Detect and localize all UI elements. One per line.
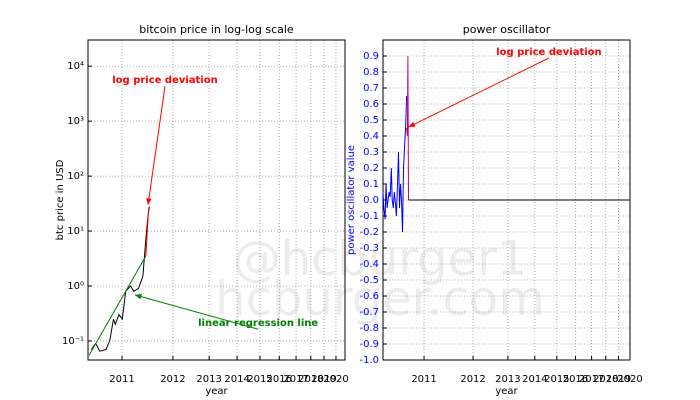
y-tick-label: 10¹ — [67, 226, 84, 237]
plot-frame — [87, 39, 346, 361]
watermark: @hcburger1 — [233, 231, 528, 287]
y-axis-label: btc price in USD — [55, 159, 66, 240]
x-tick-label: 2012 — [160, 374, 185, 385]
x-tick-label: 2011 — [109, 374, 134, 385]
y-tick-label: -0.1 — [359, 211, 379, 222]
y-tick-label: 0.7 — [363, 83, 379, 94]
y-tick-label: -0.9 — [359, 339, 379, 350]
annotation: log price deviation — [496, 47, 601, 58]
x-tick-label: 2018 — [298, 374, 323, 385]
y-tick-label: 10⁴ — [67, 61, 84, 72]
x-tick-label: 2017 — [283, 374, 308, 385]
x-tick-label: 2011 — [411, 374, 436, 385]
chart-title: power oscillator — [463, 23, 551, 36]
x-tick-label: 2014 — [522, 374, 547, 385]
annotation: log price deviation — [112, 75, 217, 86]
data-line — [88, 255, 147, 356]
arrow-head — [134, 294, 142, 300]
x-tick-label: 2016 — [267, 374, 292, 385]
y-tick-label: -0.4 — [359, 259, 379, 270]
y-axis-label: power oscillator value — [346, 145, 357, 255]
y-tick-label: 0.8 — [363, 67, 379, 78]
x-tick-label: 2020 — [617, 374, 642, 385]
x-tick-label: 2014 — [224, 374, 249, 385]
x-tick-label: 2019 — [606, 374, 631, 385]
arrow-head — [408, 121, 416, 128]
y-tick-label: -0.5 — [359, 275, 379, 286]
y-tick-label: -0.7 — [359, 307, 379, 318]
y-tick-label: -0.3 — [359, 243, 379, 254]
y-tick-label: 10⁻¹ — [62, 336, 84, 347]
y-tick-label: -0.8 — [359, 323, 379, 334]
y-tick-label: 0.6 — [363, 99, 379, 110]
y-tick-label: 10² — [67, 171, 84, 182]
x-tick-label: 2015 — [544, 374, 569, 385]
y-tick-label: 10³ — [67, 116, 84, 127]
chart-title: bitcoin price in log-log scale — [139, 23, 294, 36]
annotation-arrow — [408, 57, 550, 128]
x-tick-label: 2012 — [460, 374, 485, 385]
arrow-head — [146, 198, 152, 205]
x-axis-label: year — [205, 386, 228, 397]
y-tick-label: 0.5 — [363, 115, 379, 126]
x-tick-label: 2013 — [196, 374, 221, 385]
x-tick-label: 2020 — [323, 374, 348, 385]
annotation-arrow — [147, 86, 166, 205]
y-tick-label: -0.2 — [359, 227, 379, 238]
x-tick-label: 2019 — [311, 374, 336, 385]
x-tick-label: 2018 — [593, 374, 618, 385]
annotation-arrow — [134, 294, 259, 330]
y-tick-label: -1.0 — [359, 355, 379, 366]
data-line — [406, 55, 409, 201]
y-tick-label: 0.9 — [363, 51, 379, 62]
x-tick-label: 2013 — [495, 374, 520, 385]
y-tick-label: 0.0 — [363, 195, 379, 206]
x-axis-label: year — [495, 386, 518, 397]
y-tick-label: 0.4 — [363, 131, 379, 142]
y-tick-label: -0.6 — [359, 291, 379, 302]
y-tick-label: 0.1 — [363, 179, 379, 190]
y-tick-label: 0.2 — [363, 163, 379, 174]
data-line — [90, 206, 150, 352]
x-tick-label: 2016 — [563, 374, 588, 385]
annotation: linear regression line — [198, 318, 318, 329]
watermark: hcburger.com — [215, 271, 545, 327]
y-tick-label: 10⁰ — [67, 281, 84, 292]
x-tick-label: 2015 — [247, 374, 272, 385]
data-line — [145, 209, 150, 257]
x-tick-label: 2017 — [579, 374, 604, 385]
y-tick-label: 0.3 — [363, 147, 379, 158]
data-line — [382, 95, 408, 233]
